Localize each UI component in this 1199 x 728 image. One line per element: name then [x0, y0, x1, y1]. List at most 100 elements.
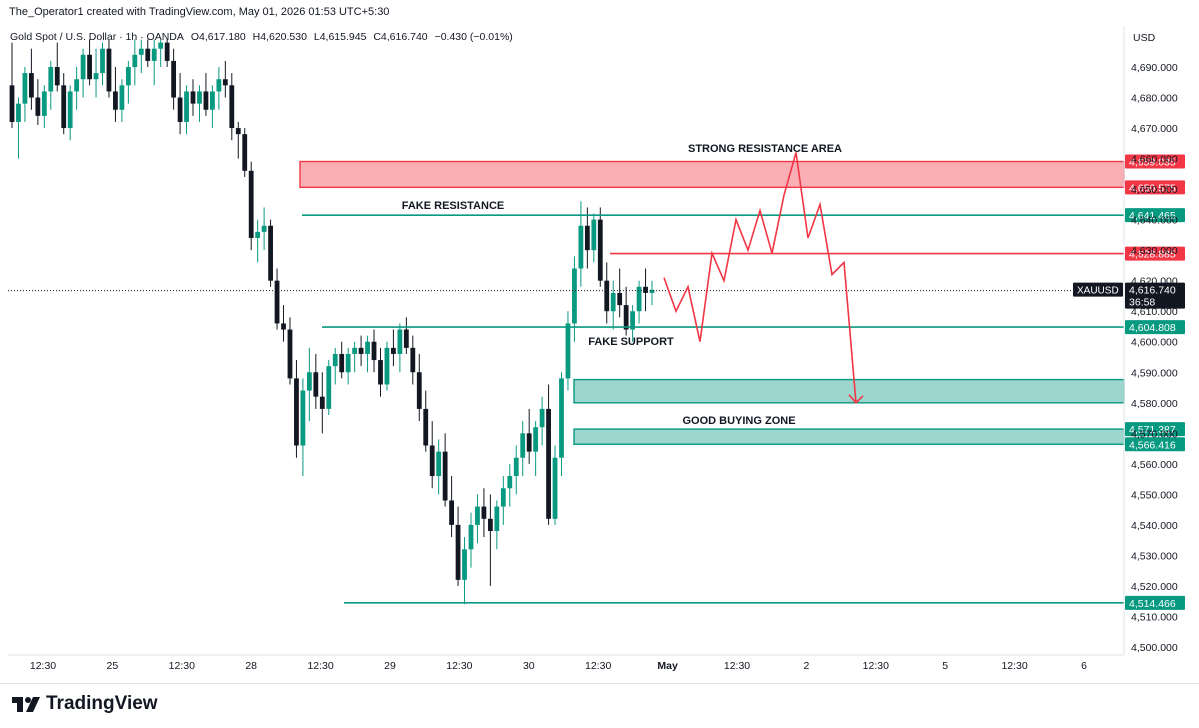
candle-body	[403, 329, 409, 348]
y-tick-label: 4,650.000	[1131, 184, 1178, 196]
legend-change: −0.430 (−0.01%)	[434, 31, 513, 43]
candle-body	[604, 280, 610, 312]
candle-body	[113, 91, 118, 110]
tradingview-logo-icon	[12, 697, 40, 712]
candle-body	[28, 73, 34, 98]
y-tick-label: 4,640.000	[1131, 215, 1178, 227]
level-price-label: 4,628.885	[1129, 249, 1176, 261]
candle-body	[300, 390, 306, 446]
candle-body	[22, 73, 28, 104]
candle-body	[332, 353, 338, 367]
buy-zone-lower	[573, 428, 1125, 445]
candle-body	[48, 67, 54, 92]
candle-body	[623, 305, 629, 330]
y-tick-label: 4,520.000	[1131, 581, 1178, 593]
candle-body	[352, 347, 358, 354]
candle-body	[274, 280, 280, 324]
candle-body	[391, 347, 396, 354]
candle-body	[132, 54, 138, 68]
level-price-tag	[1125, 595, 1185, 610]
candle-body	[429, 445, 435, 477]
legend-open: O4,617.180	[190, 31, 246, 43]
candle-body	[507, 476, 513, 489]
x-tick-label: 29	[384, 660, 396, 672]
candle-body	[54, 67, 60, 86]
level-price-label: 4,604.808	[1129, 322, 1176, 334]
candle-body	[539, 408, 545, 428]
legend-low: L4,615.945	[313, 31, 367, 43]
candle-body	[423, 408, 429, 446]
candle-body	[9, 85, 15, 122]
candle-body	[319, 396, 325, 409]
price-chart[interactable]: 4,641.465 4,628.885 4,604.808 4,514.466 4,65…	[0, 0, 1199, 683]
candle-body	[565, 323, 571, 379]
y-tick-label: 4,510.000	[1131, 611, 1178, 623]
candle-body	[164, 42, 170, 61]
candle-body	[552, 457, 558, 519]
current-price-label: 4,616.740	[1129, 285, 1176, 297]
legend-symbol: Gold Spot / U.S. Dollar · 1h · OANDA	[10, 31, 184, 43]
candle-body	[203, 91, 209, 110]
y-tick-label: 4,580.000	[1131, 398, 1178, 410]
y-tick-label: 4,680.000	[1131, 93, 1178, 105]
y-tick-label: 4,550.000	[1131, 489, 1178, 501]
candle-body	[119, 85, 125, 110]
candle-body	[643, 286, 648, 293]
candle-body	[41, 91, 47, 116]
candle-body	[365, 341, 370, 354]
candle-body	[210, 91, 215, 110]
y-tick-label: 4,500.000	[1131, 642, 1178, 654]
candle-body	[462, 549, 467, 580]
price-axis-unit: USD	[1133, 32, 1156, 44]
candle-body	[494, 506, 500, 532]
projection-line	[663, 152, 857, 403]
candle-body	[16, 103, 21, 122]
candle-body	[449, 500, 454, 525]
level-price-label: 4,641.465	[1129, 210, 1176, 222]
zone-price-label: 4,650.575	[1129, 182, 1176, 194]
candles-layer	[9, 39, 655, 605]
candle-body	[339, 353, 345, 373]
current-price-tag	[1125, 282, 1185, 309]
candle-body	[268, 225, 273, 281]
zone-price-tag	[1125, 437, 1185, 452]
candle-body	[106, 48, 112, 92]
candle-body	[513, 457, 519, 477]
y-tick-label: 4,570.000	[1131, 428, 1178, 440]
brand[interactable]: TradingView	[12, 693, 158, 715]
x-tick-label: 12:30	[446, 660, 472, 672]
level-price-tag	[1125, 320, 1185, 335]
candle-body	[572, 268, 577, 324]
x-tick-label: May	[657, 660, 678, 672]
zone-price-label: 4,659.035	[1129, 157, 1176, 169]
projection-layer	[663, 152, 864, 404]
x-tick-label: 12:30	[724, 660, 750, 672]
x-tick-label: 12:30	[585, 660, 611, 672]
y-tick-label: 4,670.000	[1131, 123, 1178, 135]
candle-body	[190, 91, 196, 104]
y-tick-label: 4,590.000	[1131, 367, 1178, 379]
axis-layer: USD 4,500.000 4,510.000 4,520.000 4,530.000 4…	[8, 26, 1178, 672]
x-tick-label: 2	[803, 660, 809, 672]
y-tick-label: 4,620.000	[1131, 276, 1178, 288]
candle-body	[481, 506, 487, 519]
candle-body	[397, 329, 403, 354]
candle-body	[248, 170, 254, 238]
candle-body	[442, 451, 448, 501]
x-tick-label: 12:30	[30, 660, 56, 672]
candle-body	[384, 347, 390, 385]
y-tick-label: 4,540.000	[1131, 520, 1178, 532]
zone-price-label: 4,571.387	[1129, 424, 1176, 436]
candle-body	[313, 372, 319, 397]
x-tick-label: 12:30	[1001, 660, 1027, 672]
x-tick-label: 12:30	[169, 660, 195, 672]
candle-body	[171, 60, 177, 98]
candle-body	[636, 286, 642, 312]
x-tick-label: 28	[245, 660, 257, 672]
projection-arrowhead	[848, 394, 864, 404]
symbol-legend: Gold Spot / U.S. Dollar · 1h · OANDA O4,…	[10, 31, 517, 43]
annotations-layer: STRONG RESISTANCE AREA FAKE RESISTANCE FAK…	[402, 143, 842, 427]
annotation-label: GOOD BUYING ZONE	[682, 415, 795, 427]
candle-body	[526, 433, 532, 452]
legend-high: H4,620.530	[252, 31, 307, 43]
